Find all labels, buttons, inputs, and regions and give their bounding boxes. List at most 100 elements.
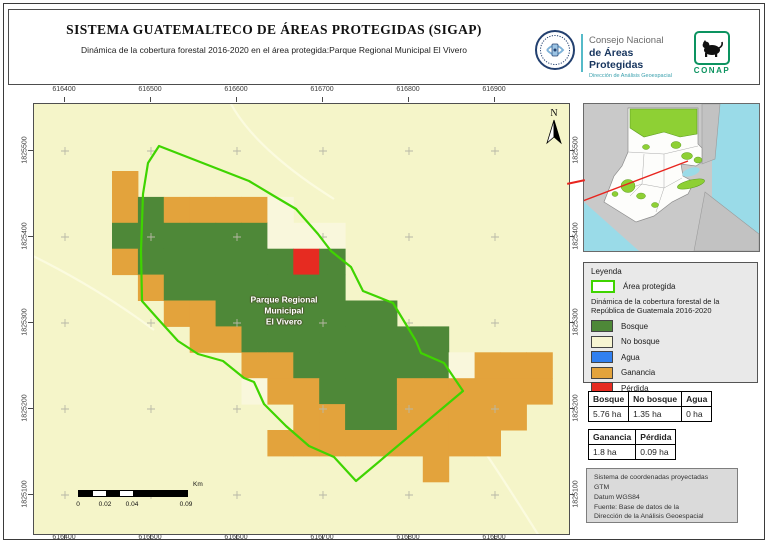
x-tick-label: 616400 <box>52 86 76 93</box>
raster-cell-G <box>215 196 242 224</box>
conap-logo: CONAP <box>692 31 732 75</box>
legend-item-label: Ganancia <box>621 368 656 377</box>
stats-value: 1.8 ha <box>587 444 637 460</box>
north-arrow: N <box>539 108 569 150</box>
x-tick-label: 616800 <box>396 86 420 93</box>
legend-item-label: Bosque <box>621 321 649 331</box>
legend-item: Agua <box>591 351 750 363</box>
raster-cell-G <box>163 300 191 327</box>
graticule-cross <box>491 491 499 499</box>
axis-tick <box>150 534 151 539</box>
raster-cell-G <box>112 248 139 276</box>
raster-cell-N <box>319 222 346 250</box>
axis-tick <box>150 97 151 102</box>
raster-cell-N <box>293 222 320 250</box>
graticule-cross <box>233 319 241 327</box>
raster-cell-B <box>267 248 294 276</box>
raster-cell-G <box>293 378 320 405</box>
raster-cell-B <box>189 248 217 276</box>
raster-cell-B <box>241 326 268 353</box>
raster-cell-N <box>267 222 294 250</box>
legend-swatch <box>591 351 613 363</box>
area-protegida-swatch <box>591 280 615 293</box>
graticule-cross <box>147 147 155 155</box>
raster-cell-B <box>112 222 139 250</box>
raster-cell-G <box>267 430 294 457</box>
raster-cell-B <box>163 222 191 250</box>
x-tick-label: 616900 <box>482 86 506 93</box>
raster-cell-G <box>163 196 191 224</box>
graticule-cross <box>405 147 413 155</box>
raster-cell-B <box>241 222 268 250</box>
raster-cell-B <box>163 248 191 276</box>
raster-cell-B <box>293 300 320 327</box>
axis-tick <box>569 494 574 495</box>
stats-header: Bosque <box>587 391 630 407</box>
graticule-cross <box>61 491 69 499</box>
page-subtitle: Dinámica de la cobertura forestal 2016-2… <box>81 45 467 55</box>
raster-cell-B <box>319 378 346 405</box>
raster-cell-B <box>371 378 398 405</box>
stats-table-change: Ganancia Pérdida 1.8 ha 0.09 ha <box>587 429 677 460</box>
graticule-cross <box>233 147 241 155</box>
raster-cell-G <box>112 196 139 224</box>
graticule-cross <box>319 491 327 499</box>
graticule-cross <box>61 147 69 155</box>
raster-cell-G <box>319 404 346 431</box>
forest-cover-raster <box>34 104 553 534</box>
graticule-cross <box>491 233 499 241</box>
legend-item: No bosque <box>591 335 750 348</box>
x-tick-label: 616500 <box>128 534 172 541</box>
raster-cell-B <box>241 248 268 276</box>
raster-cell-B <box>215 248 242 276</box>
raster-cell-B <box>319 326 346 353</box>
raster-cell-B <box>267 326 294 353</box>
credits-line: Fuente: Base de datos de la <box>594 503 680 511</box>
raster-cell-B <box>189 274 217 301</box>
graticule-cross <box>491 405 499 413</box>
raster-cell-G <box>448 430 476 457</box>
raster-cell-P <box>293 248 320 276</box>
raster-cell-B <box>189 222 217 250</box>
raster-cell-G <box>422 430 450 457</box>
legend: Leyenda Área protegida Dinámica de la co… <box>583 262 758 394</box>
raster-cell-G <box>189 326 217 353</box>
x-tick-label: 616700 <box>310 86 334 93</box>
axis-tick <box>28 150 33 151</box>
raster-cell-B <box>293 326 320 353</box>
axis-tick <box>408 534 409 539</box>
legend-item-label: Pérdida <box>621 383 649 393</box>
x-tick-label: 616400 <box>42 534 86 541</box>
raster-cell-G <box>396 404 424 431</box>
axis-tick <box>569 408 574 409</box>
axis-tick <box>28 322 33 323</box>
credits-line: GTM <box>594 483 610 491</box>
graticule-cross <box>233 233 241 241</box>
area-label-line: Parque Regional <box>250 294 318 305</box>
x-tick-label: 616900 <box>472 534 516 541</box>
protected-area-boundary <box>139 144 465 483</box>
credits-line: Datum WGS84 <box>594 493 640 501</box>
graticule-cross <box>233 491 241 499</box>
raster-cell-B <box>345 352 372 379</box>
stats-table-cover: Bosque No bosque Agua 5.76 ha 1.35 ha 0 … <box>587 391 713 422</box>
x-tick-label: 616700 <box>300 534 344 541</box>
axis-tick <box>408 97 409 102</box>
background-road <box>34 255 155 331</box>
axis-tick <box>64 534 65 539</box>
area-label-line: Municipal <box>264 305 304 316</box>
raster-cell-B <box>319 274 346 301</box>
main-map: Parque Regional Municipal El Vivero N Km… <box>33 103 570 535</box>
graticule-cross <box>491 147 499 155</box>
stats-header: Ganancia <box>587 429 637 445</box>
legend-item-label: No bosque <box>621 337 660 346</box>
raster-cell-B <box>371 352 398 379</box>
raster-cell-B <box>345 404 372 431</box>
raster-cell-G <box>526 378 553 405</box>
graticule-cross <box>61 319 69 327</box>
raster-cell-N <box>267 196 294 224</box>
raster-cell-G <box>474 378 501 405</box>
scale-label: 0.02 <box>98 501 112 508</box>
org-line3: Dirección de Análisis Geoespacial <box>589 73 672 79</box>
